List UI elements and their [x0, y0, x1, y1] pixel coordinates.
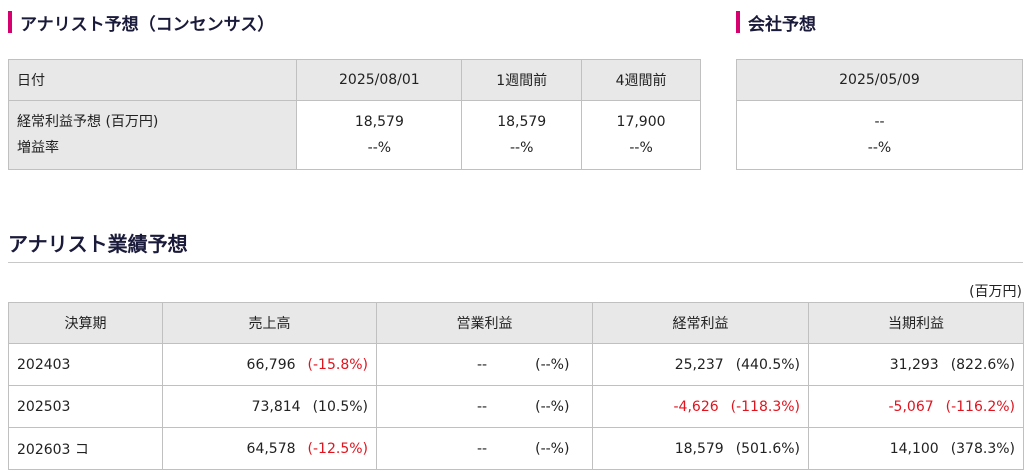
- analyst-consensus-heading: アナリスト予想（コンセンサス）: [8, 8, 274, 36]
- company-forecast-table: 2025/05/09 -- --%: [736, 59, 1023, 170]
- operating-profit-change: (--%): [535, 398, 570, 415]
- header-net-profit: 当期利益: [808, 302, 1024, 344]
- company-value: --: [874, 114, 885, 130]
- net-profit-cell: 14,100 (378.3%): [808, 427, 1024, 470]
- operating-profit-change: (--%): [535, 440, 570, 457]
- operating-profit-cell: -- (--%): [376, 343, 593, 386]
- ordinary-profit-value: -4,626: [673, 398, 719, 415]
- header-date: 日付: [7, 59, 298, 101]
- sales-value: 73,814: [251, 398, 301, 415]
- ordinary-profit-value: 18,579: [674, 440, 724, 457]
- header-period: 決算期: [8, 302, 163, 344]
- consensus-row-labels: 経常利益予想 (百万円) 増益率: [7, 100, 298, 170]
- ordinary-profit-change: (501.6%): [735, 440, 800, 457]
- consensus-data-row: 経常利益予想 (百万円) 増益率 18,579 --% 18,579 --% 1…: [7, 100, 701, 170]
- header-operating-profit: 営業利益: [376, 302, 593, 344]
- operating-profit-cell: -- (--%): [376, 427, 593, 470]
- company-forecast-title: 会社予想: [748, 14, 816, 35]
- company-rate: --%: [867, 140, 892, 156]
- table-row: 202603 コ 64,578 (-12.5%) -- (--%) 18,579…: [8, 427, 1024, 470]
- header-4-weeks-ago: 4週間前: [581, 59, 701, 101]
- unit-label: (百万円): [969, 284, 1022, 300]
- ordinary-profit-cell: 25,237 (440.5%): [592, 343, 809, 386]
- sales-cell: 66,796 (-15.8%): [162, 343, 377, 386]
- consensus-1w-cell: 18,579 --%: [461, 100, 583, 170]
- performance-forecast-title: アナリスト業績予想: [8, 232, 188, 256]
- company-forecast-heading: 会社予想: [736, 8, 816, 36]
- period-cell: 202603 コ: [8, 427, 163, 470]
- net-profit-value: 14,100: [889, 440, 939, 457]
- net-profit-change: (822.6%): [950, 356, 1015, 373]
- net-profit-value: 31,293: [889, 356, 939, 373]
- consensus-rate: --%: [509, 140, 534, 156]
- consensus-value: 18,579: [497, 114, 547, 130]
- operating-profit-change: (--%): [535, 356, 570, 373]
- heading-accent-bar: [8, 11, 12, 33]
- operating-profit-value: --: [477, 440, 488, 457]
- consensus-current-cell: 18,579 --%: [296, 100, 463, 170]
- net-profit-cell: -5,067 (-116.2%): [808, 385, 1024, 428]
- net-profit-value: -5,067: [888, 398, 934, 415]
- net-profit-change: (378.3%): [950, 440, 1015, 457]
- performance-table: 決算期 売上高 営業利益 経常利益 当期利益 202403 66,796 (-1…: [8, 302, 1024, 470]
- consensus-value: 17,900: [616, 114, 666, 130]
- sales-change: (-12.5%): [307, 440, 368, 457]
- sales-cell: 64,578 (-12.5%): [162, 427, 377, 470]
- ordinary-profit-cell: -4,626 (-118.3%): [592, 385, 809, 428]
- header-current-date: 2025/08/01: [296, 59, 463, 101]
- ordinary-profit-value: 25,237: [674, 356, 724, 373]
- company-header-row: 2025/05/09: [736, 59, 1023, 101]
- operating-profit-value: --: [477, 398, 488, 415]
- consensus-rate: --%: [629, 140, 653, 156]
- period-cell: 202403: [8, 343, 163, 386]
- company-data-row: -- --%: [736, 100, 1023, 170]
- ordinary-profit-forecast-label: 経常利益予想 (百万円): [17, 114, 159, 130]
- consensus-table: 日付 2025/08/01 1週間前 4週間前 経常利益予想 (百万円) 増益率…: [7, 59, 701, 170]
- analyst-consensus-title: アナリスト予想（コンセンサス）: [20, 14, 275, 35]
- performance-header-row: 決算期 売上高 営業利益 経常利益 当期利益: [8, 302, 1024, 344]
- consensus-value: 18,579: [354, 114, 404, 130]
- consensus-header-row: 日付 2025/08/01 1週間前 4週間前: [7, 59, 701, 101]
- sales-change: (-15.8%): [307, 356, 368, 373]
- sales-value: 64,578: [246, 440, 296, 457]
- operating-profit-value: --: [477, 356, 488, 373]
- period-cell: 202503: [8, 385, 163, 428]
- net-profit-cell: 31,293 (822.6%): [808, 343, 1024, 386]
- table-row: 202503 73,814 (10.5%) -- (--%) -4,626 (-…: [8, 385, 1024, 428]
- consensus-4w-cell: 17,900 --%: [581, 100, 701, 170]
- header-ordinary-profit: 経常利益: [592, 302, 809, 344]
- ordinary-profit-cell: 18,579 (501.6%): [592, 427, 809, 470]
- ordinary-profit-change: (-118.3%): [730, 398, 800, 415]
- sales-value: 66,796: [246, 356, 296, 373]
- sales-change: (10.5%): [312, 398, 368, 415]
- title-divider: [8, 262, 1023, 263]
- sales-cell: 73,814 (10.5%): [162, 385, 377, 428]
- net-profit-change: (-116.2%): [945, 398, 1015, 415]
- consensus-rate: --%: [367, 140, 392, 156]
- table-row: 202403 66,796 (-15.8%) -- (--%) 25,237 (…: [8, 343, 1024, 386]
- company-cell: -- --%: [736, 100, 1023, 170]
- growth-rate-label: 増益率: [17, 140, 59, 156]
- operating-profit-cell: -- (--%): [376, 385, 593, 428]
- heading-accent-bar: [736, 11, 740, 33]
- header-sales: 売上高: [162, 302, 377, 344]
- header-1-week-ago: 1週間前: [461, 59, 583, 101]
- company-date: 2025/05/09: [736, 59, 1023, 101]
- ordinary-profit-change: (440.5%): [735, 356, 800, 373]
